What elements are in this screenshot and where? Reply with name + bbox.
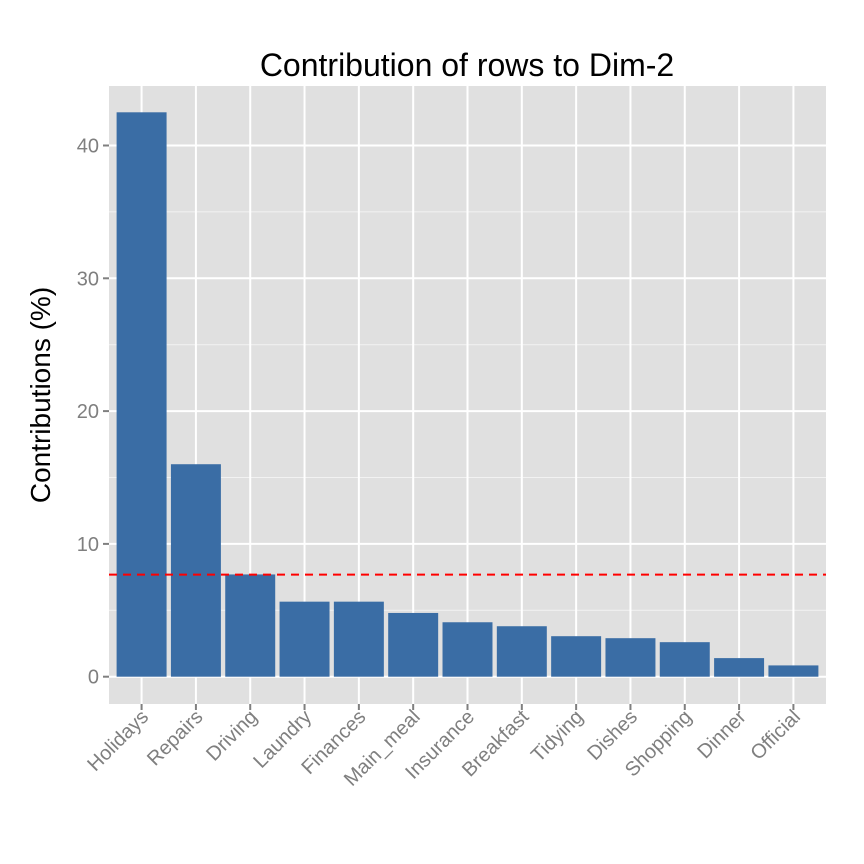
bar-repairs — [170, 464, 221, 677]
y-tick-label: 30 — [77, 268, 99, 290]
bar-dinner — [714, 658, 765, 677]
bar-finances — [333, 601, 384, 677]
bar-holidays — [116, 112, 167, 677]
bar-tidying — [551, 636, 602, 677]
bar-laundry — [279, 601, 330, 677]
x-tick-label: Tidying — [527, 706, 588, 767]
bar-driving — [225, 574, 276, 677]
y-tick-label: 10 — [77, 534, 99, 556]
x-tick-label: Repairs — [143, 706, 207, 770]
x-tick-label: Dinner — [693, 706, 750, 763]
x-tick-label: Holidays — [83, 706, 153, 776]
bar-official — [768, 665, 819, 677]
bar-breakfast — [496, 626, 547, 677]
bars — [116, 112, 819, 677]
bar-dishes — [605, 638, 656, 677]
y-axis: 0 10 20 30 40 — [77, 136, 109, 689]
y-axis-label: Contributions (%) — [25, 287, 56, 503]
y-tick-label: 40 — [77, 136, 99, 158]
bar-insurance — [442, 622, 493, 677]
y-tick-label: 0 — [88, 667, 99, 689]
bar-shopping — [659, 642, 710, 677]
chart-title: Contribution of rows to Dim-2 — [260, 47, 674, 83]
x-axis: HolidaysRepairsDrivingLaundryFinancesMai… — [83, 704, 805, 791]
y-tick-label: 20 — [77, 401, 99, 423]
bar-main_meal — [388, 612, 439, 677]
x-tick-label: Official — [746, 706, 805, 765]
